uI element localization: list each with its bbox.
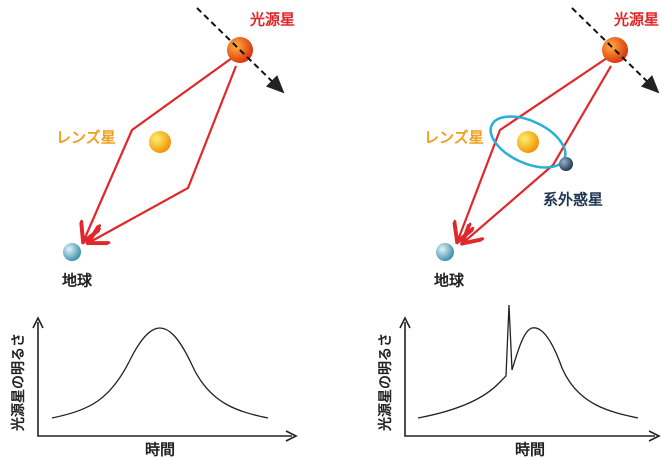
left-panel: 光源星 レンズ星 地球 光源星の明るさ 時間 xyxy=(10,8,296,457)
x-axis-label: 時間 xyxy=(145,441,175,457)
axes xyxy=(38,322,292,436)
y-axis-label: 光源星の明るさ xyxy=(10,333,27,432)
planet-label: 系外惑星 xyxy=(543,191,603,209)
light-curve xyxy=(52,328,268,418)
planet xyxy=(559,157,573,171)
earth xyxy=(436,243,454,261)
light-ray xyxy=(464,66,611,242)
earth-label: 地球 xyxy=(62,272,93,290)
lens-label: レンズ星 xyxy=(424,129,484,147)
axes xyxy=(405,322,655,436)
y-axis-label: 光源星の明るさ xyxy=(377,333,394,432)
diagram: 光源星 レンズ星 地球 光源星の明るさ 時間 光源星 レンズ星 系外惑星 地球 … xyxy=(0,0,662,457)
x-axis-label: 時間 xyxy=(515,441,545,457)
axis-arrows xyxy=(33,318,296,441)
axis-arrows xyxy=(400,318,659,441)
source-label: 光源星 xyxy=(613,11,659,29)
right-panel: 光源星 レンズ星 系外惑星 地球 光源星の明るさ 時間 xyxy=(377,8,659,457)
earth-label: 地球 xyxy=(434,272,465,290)
lens-label: レンズ星 xyxy=(56,129,116,147)
source-label: 光源星 xyxy=(249,11,295,29)
earth xyxy=(63,243,81,261)
lens-star xyxy=(149,131,171,153)
light-ray xyxy=(90,66,236,242)
light-curve xyxy=(418,305,638,418)
lens-star xyxy=(517,131,539,153)
